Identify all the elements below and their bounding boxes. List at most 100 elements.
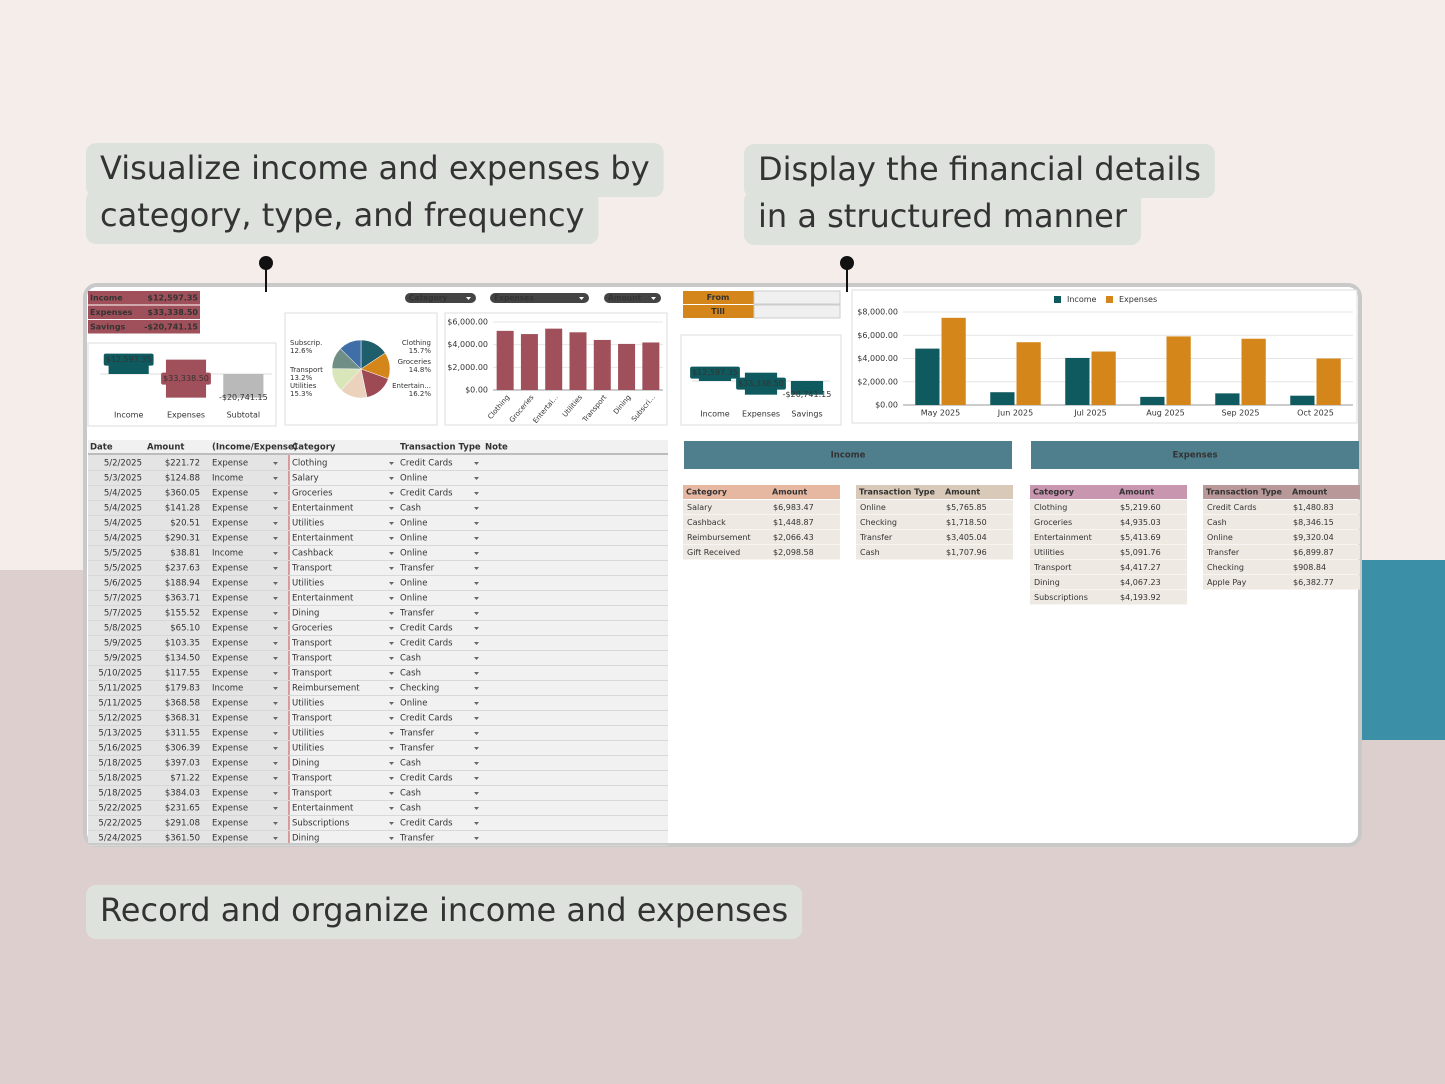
cell: $6,983.47 [773,503,814,512]
cell: Credit Cards [400,489,453,499]
table-header-label: Category [686,488,728,497]
pie-label: Entertain... [392,382,431,390]
dropdown-arrow [474,747,479,750]
dropdown-arrow [474,807,479,810]
data-label-box [103,353,154,366]
x-tick-label: Aug 2025 [1146,409,1185,418]
cell: Dining [292,834,319,844]
dropdown-arrow [389,492,394,495]
dropdown-arrow [651,297,656,300]
cell: $397.03 [165,759,200,769]
cell: Credit Cards [400,774,453,784]
dropdown-arrow [474,672,479,675]
cell: Reimbursement [292,684,360,694]
y-tick-label: $2,000.00 [447,363,488,372]
cell: Expense [212,699,248,709]
cell: Online [400,594,427,604]
cell: $134.50 [165,654,200,664]
x-tick-label: Savings [791,410,822,419]
filter-dropdown[interactable] [490,293,589,303]
filter-dropdown[interactable] [604,293,661,303]
cell: Groceries [292,489,333,499]
cell: Credit Cards [400,819,453,829]
table-row [1030,590,1187,605]
cell: Cash [400,804,421,814]
cell: $363.71 [165,594,200,604]
dropdown-arrow [389,717,394,720]
data-label: $33,338.50 [163,374,209,383]
filter-label: Category [409,294,447,303]
dropdown-arrow [273,657,278,660]
dropdown-arrow [273,567,278,570]
dropdown-arrow [474,537,479,540]
cell: $9,320.04 [1293,533,1334,542]
cell: Online [860,503,886,512]
filter-dropdown[interactable] [405,293,476,303]
cell: $2,098.58 [773,548,814,557]
cell: Online [400,519,427,529]
cell: Transport [291,789,333,799]
cell: Transfer [399,729,435,739]
summary-label: Expenses [90,308,133,317]
table-row [1030,530,1187,545]
data-label-box [736,377,786,390]
cell: Transfer [1206,548,1240,557]
dropdown-arrow [389,582,394,585]
date-filter-input[interactable] [753,290,841,305]
table-row [1203,515,1360,530]
x-tick-label: Income [700,410,730,419]
data-label: $12,597.35 [692,368,738,377]
table-row [1203,575,1360,590]
legend-swatch [1054,296,1061,303]
bar [618,343,636,390]
cell: $117.55 [165,669,200,679]
date-filter-input[interactable] [753,304,841,319]
cell: Entertainment [292,804,354,814]
data-label-box [161,372,211,385]
cell: 5/22/2025 [98,819,142,829]
cell: 5/9/2025 [104,654,142,664]
dropdown-arrow [389,477,394,480]
dropdown-arrow [474,567,479,570]
callout-box [744,144,1215,198]
table-header-label: Category [1033,488,1075,497]
summary-row [88,320,200,334]
cell: 5/18/2025 [98,789,142,799]
cell: $361.50 [165,834,200,844]
bar [1140,396,1165,405]
pivot-title-bar [684,441,1012,469]
bar [990,392,1015,405]
dropdown-arrow [474,657,479,660]
callout-text: Visualize income and expenses by [100,149,650,187]
cell: 5/9/2025 [104,639,142,649]
cell: Credit Cards [400,714,453,724]
dropdown-arrow [273,507,278,510]
y-tick-label: $4,000.00 [857,354,898,363]
dropdown-arrow [474,642,479,645]
date-filter-label: Till [711,307,725,316]
dropdown-arrow [273,822,278,825]
cell: $8,346.15 [1293,518,1334,527]
bar [642,342,660,390]
pivot-title: Income [831,451,866,461]
table-row [683,500,840,515]
dropdown-arrow [474,717,479,720]
cell: $3,405.04 [946,533,987,542]
cell: Expense [212,789,248,799]
dropdown-arrow [389,672,394,675]
cell: Expense [212,624,248,634]
dropdown-arrow [389,762,394,765]
callout-text: Display the financial details [758,150,1201,188]
column-header: (Income/Expense) [212,443,298,453]
waterfall-bar [223,374,264,398]
cell: 5/4/2025 [104,489,142,499]
dropdown-arrow [474,612,479,615]
date-column-bg [88,455,289,843]
dropdown-arrow [579,297,584,300]
dropdown-arrow [389,732,394,735]
table-row [1030,500,1187,515]
cell: Credit Cards [400,459,453,469]
cell: 5/22/2025 [98,804,142,814]
y-tick-label: $6,000.00 [447,318,488,327]
bar [520,334,538,390]
